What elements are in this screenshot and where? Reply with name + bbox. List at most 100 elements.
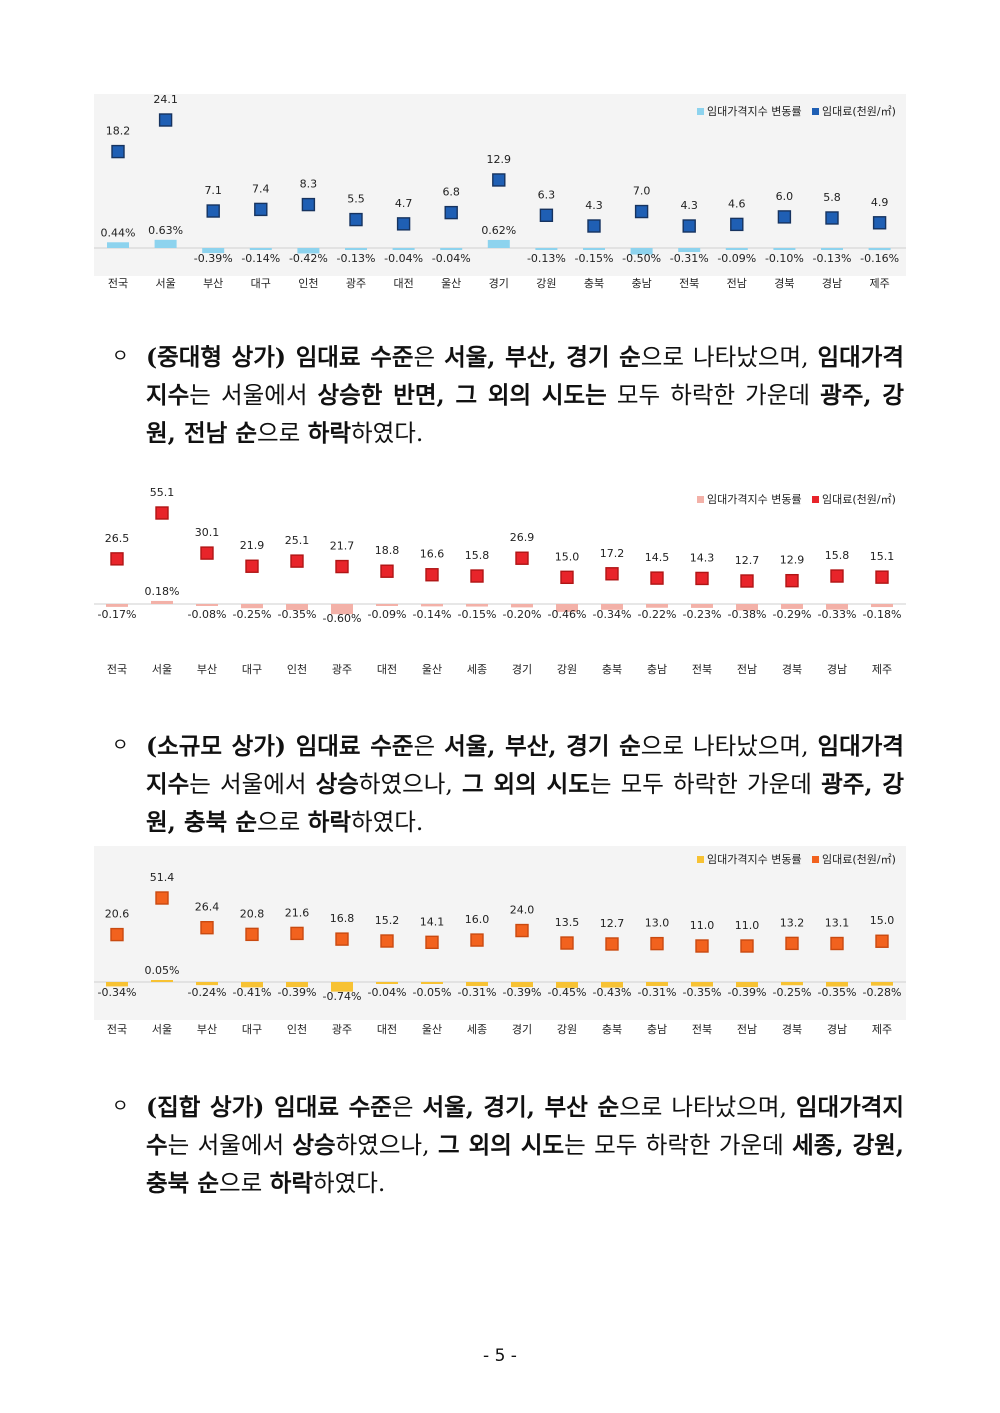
index-bar: [871, 982, 893, 986]
category-label: 전남: [727, 277, 747, 290]
index-label: -0.20%: [503, 608, 542, 621]
rent-label: 20.8: [240, 907, 265, 920]
index-bar: [392, 248, 415, 250]
rent-label: 15.8: [465, 549, 490, 562]
index-label: -0.31%: [670, 252, 709, 265]
rent-marker: [695, 939, 709, 953]
paragraph-segment: 모두 하락한 가운데: [606, 381, 821, 409]
index-label: -0.28%: [863, 986, 902, 999]
paragraph-mid-large-stores: ㅇ (중대형 상가) 임대료 수준은 서울, 부산, 경기 순으로 나타났으며,…: [112, 338, 904, 452]
paragraph-small-stores: ㅇ (소규모 상가) 임대료 수준은 서울, 부산, 경기 순으로 나타났으며,…: [112, 727, 904, 841]
rent-label: 26.5: [105, 532, 130, 545]
category-label: 충남: [631, 277, 651, 290]
rent-label: 21.6: [285, 906, 310, 919]
index-label: 0.62%: [481, 224, 516, 237]
paragraph-segment: 임대료 수준: [295, 732, 414, 760]
rent-marker: [785, 936, 799, 951]
paragraph-segment: 상승: [292, 1131, 336, 1159]
index-label: -0.04%: [432, 252, 471, 265]
index-label: -0.16%: [860, 252, 899, 265]
index-label: -0.17%: [98, 608, 137, 621]
rent-marker: [872, 216, 887, 230]
rent-marker: [830, 569, 844, 583]
index-label: -0.35%: [683, 986, 722, 999]
category-label: 경기: [512, 663, 532, 676]
index-label: -0.05%: [413, 986, 452, 999]
rent-marker: [206, 204, 220, 218]
index-bar: [466, 982, 488, 987]
rent-marker: [875, 570, 889, 584]
paragraph-segment: 하락: [307, 419, 351, 447]
rent-marker: [396, 217, 411, 231]
category-label: 서울: [152, 663, 172, 676]
rent-marker: [290, 926, 304, 941]
chart-mid-large-stores: 임대가격지수 변동률 임대료(천원/㎡) -0.17% 26.5 전국 0.18% 55.1…: [94, 482, 906, 688]
category-label: 울산: [422, 663, 442, 676]
category-label: 부산: [203, 277, 223, 290]
index-label: -0.34%: [98, 986, 137, 999]
rent-marker: [200, 921, 214, 935]
chart-small-stores: 임대가격지수 변동률 임대료(천원/㎡) -0.34% 20.6 전국 0.05% 51.4…: [94, 846, 906, 1048]
rent-label: 15.2: [375, 914, 400, 927]
index-bar: [286, 604, 308, 610]
category-label: 대구: [242, 1023, 262, 1036]
paragraph-segment: 그 외의 시도: [437, 1131, 565, 1159]
index-bar: [868, 248, 891, 251]
category-label: 부산: [197, 1023, 217, 1036]
rent-label: 4.3: [585, 199, 603, 212]
index-bar: [107, 242, 129, 248]
rent-label: 11.0: [735, 919, 760, 932]
paragraph-segment: 임대가격지수: [146, 343, 905, 409]
rent-label: 4.7: [395, 197, 413, 210]
index-bar: [487, 239, 510, 248]
rent-marker: [515, 551, 529, 565]
rent-label: 15.0: [870, 914, 895, 927]
rent-label: 4.6: [728, 197, 746, 210]
chart-mid-large-stores-top: 임대가격지수 변동률 임대료(천원/㎡) 0.44% 18.2 전국 0.63% 24.1 서…: [94, 94, 906, 304]
index-bar: [421, 982, 443, 984]
category-label: 충북: [584, 277, 604, 290]
index-label: -0.22%: [638, 608, 677, 621]
rent-marker: [650, 936, 664, 951]
category-label: 세종: [467, 1023, 487, 1036]
index-label: 0.18%: [145, 585, 180, 598]
category-label: 경북: [782, 1023, 802, 1036]
rent-marker: [335, 932, 349, 946]
category-label: 제주: [872, 663, 892, 676]
rent-label: 8.3: [300, 178, 318, 191]
index-bar: [781, 982, 803, 986]
rent-label: 13.0: [645, 917, 670, 930]
index-bar: [601, 982, 623, 988]
legend-swatch-rent: [812, 856, 819, 863]
index-label: -0.74%: [323, 990, 362, 1003]
rent-marker: [740, 574, 754, 588]
rent-label: 21.7: [330, 540, 355, 553]
rent-marker: [254, 202, 268, 217]
category-label: 충북: [602, 1023, 622, 1036]
legend-label-rent: 임대료(천원/㎡): [822, 104, 896, 118]
index-bar: [249, 248, 272, 250]
rent-label: 14.1: [420, 915, 445, 928]
rent-label: 18.8: [375, 544, 400, 557]
index-bar: [331, 604, 353, 615]
rent-marker: [560, 570, 574, 585]
rent-label: 51.4: [150, 871, 175, 884]
category-label: 전국: [107, 663, 127, 676]
rent-label: 13.2: [780, 916, 805, 929]
paragraph-segment: 는 모두 하락한 가운데: [589, 770, 822, 798]
rent-label: 18.2: [106, 125, 131, 138]
index-bar: [691, 982, 713, 987]
index-bar: [736, 982, 758, 988]
paragraph-text: (소규모 상가) 임대료 수준은 서울, 부산, 경기 순으로 나타났으며, 임…: [146, 727, 904, 841]
rent-marker: [587, 219, 601, 233]
category-label: 강원: [557, 1023, 577, 1036]
category-label: 인천: [298, 276, 318, 290]
category-label: 광주: [346, 277, 366, 290]
index-bar: [630, 248, 653, 255]
category-label: 광주: [332, 663, 352, 676]
index-label: -0.18%: [863, 608, 902, 621]
legend-label-rent: 임대료(천원/㎡): [822, 852, 896, 866]
rent-label: 4.3: [680, 199, 698, 212]
rent-marker: [650, 571, 664, 585]
category-label: 전북: [692, 1023, 712, 1036]
